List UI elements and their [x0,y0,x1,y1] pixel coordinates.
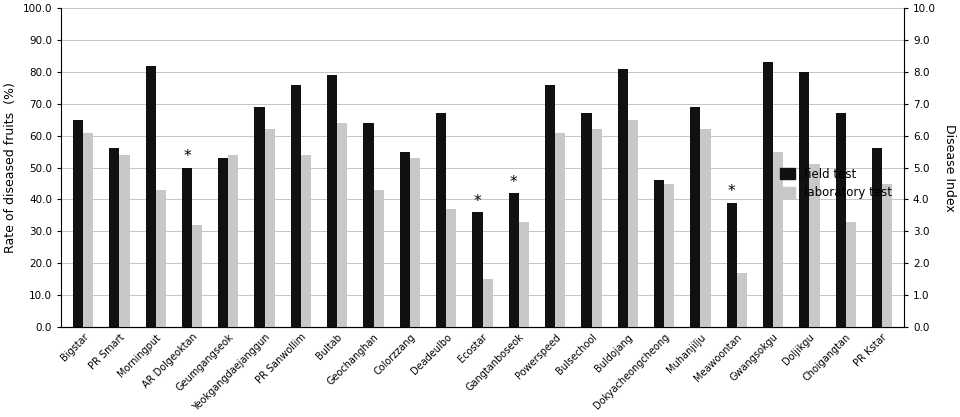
Bar [872,148,882,327]
Text: *: * [183,149,191,164]
Bar [399,152,410,327]
Bar [591,129,602,327]
Bar [373,190,384,327]
Bar [327,75,337,327]
Bar [109,148,119,327]
Bar [254,107,265,327]
Bar [446,209,456,327]
Bar [800,72,809,327]
Bar [690,107,701,327]
Bar [763,63,773,327]
Text: *: * [510,175,517,190]
Bar [410,158,420,327]
Bar [364,123,373,327]
Bar [84,133,93,327]
Bar [73,120,84,327]
Bar [628,120,638,327]
Bar [846,222,856,327]
Bar [472,212,483,327]
Bar [146,65,156,327]
Bar [582,113,591,327]
Bar [664,183,674,327]
Bar [654,180,664,327]
Bar [265,129,275,327]
Text: *: * [473,194,481,209]
Bar [773,152,783,327]
Bar [617,69,628,327]
Bar [218,158,228,327]
Bar [228,155,238,327]
Bar [882,183,892,327]
Bar [736,273,747,327]
Text: *: * [728,184,735,199]
Bar [509,193,518,327]
Bar [119,155,130,327]
Y-axis label: Rate of diseased fruits  (%): Rate of diseased fruits (%) [4,82,17,253]
Bar [436,113,446,327]
Bar [809,164,820,327]
Legend: field test, laboratory test: field test, laboratory test [775,162,898,206]
Bar [300,155,311,327]
Bar [518,222,529,327]
Bar [701,129,710,327]
Y-axis label: Disease Index: Disease Index [943,124,956,211]
Bar [835,113,846,327]
Bar [727,203,736,327]
Bar [156,190,166,327]
Bar [483,279,492,327]
Bar [291,85,300,327]
Bar [181,168,192,327]
Bar [555,133,565,327]
Bar [545,85,555,327]
Bar [192,225,203,327]
Bar [337,123,348,327]
